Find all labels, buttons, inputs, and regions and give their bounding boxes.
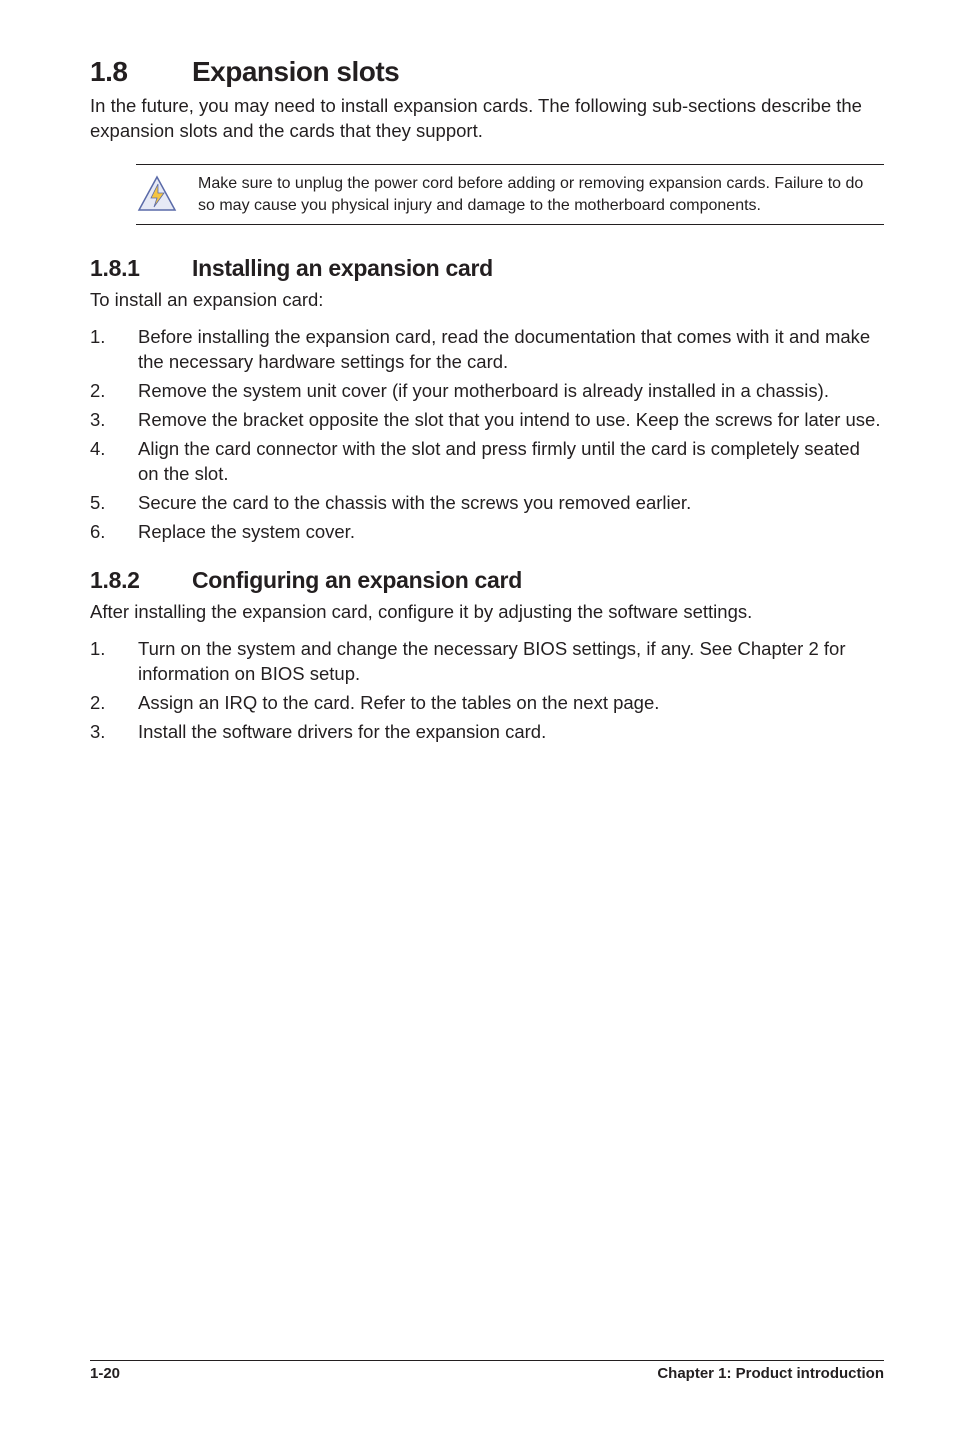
section-title: Expansion slots xyxy=(192,56,399,88)
list-item: Secure the card to the chassis with the … xyxy=(90,491,884,516)
step-text: Assign an IRQ to the card. Refer to the … xyxy=(138,691,884,716)
subsection-1-steps: Before installing the expansion card, re… xyxy=(90,325,884,545)
step-text: Remove the bracket opposite the slot tha… xyxy=(138,408,884,433)
subsection-2-number: 1.8.2 xyxy=(90,567,192,594)
page-root: 1.8 Expansion slots In the future, you m… xyxy=(0,0,954,1438)
section-number: 1.8 xyxy=(90,56,192,88)
subsection-1-intro: To install an expansion card: xyxy=(90,288,884,313)
step-text: Before installing the expansion card, re… xyxy=(138,325,884,375)
step-text: Replace the system cover. xyxy=(138,520,884,545)
list-item: Remove the bracket opposite the slot tha… xyxy=(90,408,884,433)
subsection-1-number: 1.8.1 xyxy=(90,255,192,282)
subsection-2-heading: 1.8.2 Configuring an expansion card xyxy=(90,567,884,594)
step-text: Install the software drivers for the exp… xyxy=(138,720,884,745)
warning-box: Make sure to unplug the power cord befor… xyxy=(136,164,884,225)
subsection-2-steps: Turn on the system and change the necess… xyxy=(90,637,884,745)
footer-page-number: 1-20 xyxy=(90,1365,120,1382)
page-footer: 1-20 Chapter 1: Product introduction xyxy=(90,1360,884,1382)
list-item: Before installing the expansion card, re… xyxy=(90,325,884,375)
section-intro: In the future, you may need to install e… xyxy=(90,94,884,144)
subsection-2-title: Configuring an expansion card xyxy=(192,567,522,594)
subsection-2-intro: After installing the expansion card, con… xyxy=(90,600,884,625)
list-item: Replace the system cover. xyxy=(90,520,884,545)
step-text: Turn on the system and change the necess… xyxy=(138,637,884,687)
footer-chapter: Chapter 1: Product introduction xyxy=(657,1365,884,1382)
warning-text: Make sure to unplug the power cord befor… xyxy=(198,173,884,216)
subsection-1-heading: 1.8.1 Installing an expansion card xyxy=(90,255,884,282)
list-item: Remove the system unit cover (if your mo… xyxy=(90,379,884,404)
list-item: Install the software drivers for the exp… xyxy=(90,720,884,745)
step-text: Remove the system unit cover (if your mo… xyxy=(138,379,884,404)
list-item: Assign an IRQ to the card. Refer to the … xyxy=(90,691,884,716)
step-text: Align the card connector with the slot a… xyxy=(138,437,884,487)
lightning-warning-icon xyxy=(136,173,178,216)
list-item: Align the card connector with the slot a… xyxy=(90,437,884,487)
step-text: Secure the card to the chassis with the … xyxy=(138,491,884,516)
list-item: Turn on the system and change the necess… xyxy=(90,637,884,687)
subsection-1-title: Installing an expansion card xyxy=(192,255,493,282)
section-heading: 1.8 Expansion slots xyxy=(90,56,884,88)
